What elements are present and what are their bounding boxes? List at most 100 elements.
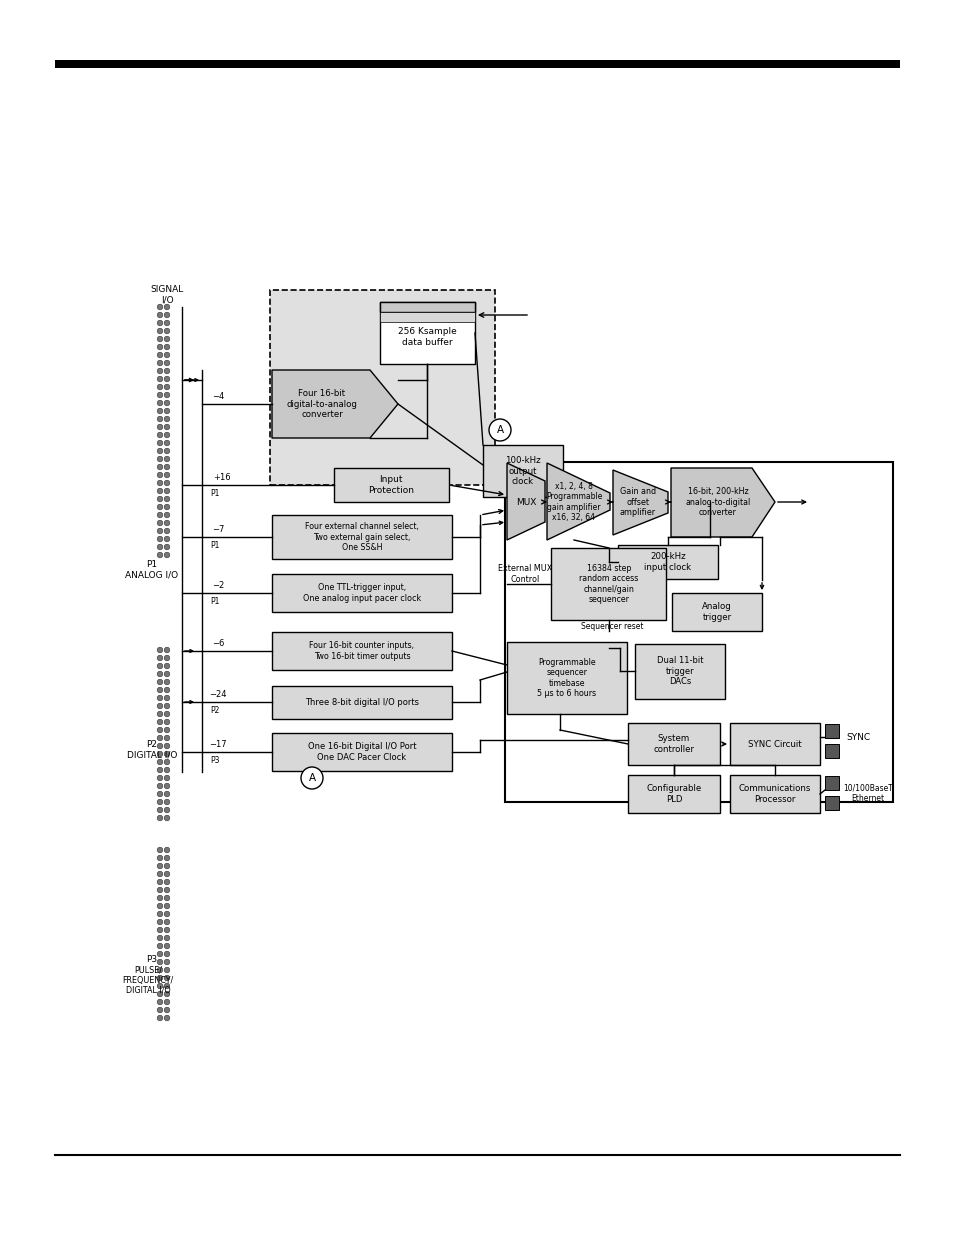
Text: A: A (308, 773, 315, 783)
Text: Gain and
offset
amplifier: Gain and offset amplifier (619, 487, 656, 517)
Text: SIGNAL
I/O: SIGNAL I/O (151, 285, 183, 305)
Circle shape (157, 960, 163, 965)
Circle shape (164, 944, 170, 948)
Circle shape (164, 776, 170, 781)
Circle shape (157, 432, 163, 437)
Circle shape (164, 552, 170, 558)
Circle shape (164, 695, 170, 700)
Circle shape (164, 432, 170, 437)
Circle shape (164, 967, 170, 973)
Circle shape (157, 719, 163, 725)
Circle shape (157, 847, 163, 853)
Text: P1: P1 (210, 597, 219, 605)
Text: 10/100BaseT
Ethernet: 10/100BaseT Ethernet (842, 783, 892, 803)
Text: Communications
Processor: Communications Processor (738, 784, 810, 804)
Circle shape (157, 368, 163, 374)
Circle shape (157, 743, 163, 748)
Text: P1
ANALOG I/O: P1 ANALOG I/O (125, 561, 178, 579)
Circle shape (164, 976, 170, 981)
Circle shape (157, 855, 163, 861)
Circle shape (164, 361, 170, 366)
Text: Three 8-bit digital I/O ports: Three 8-bit digital I/O ports (305, 698, 418, 706)
Circle shape (157, 687, 163, 693)
Circle shape (157, 377, 163, 382)
Circle shape (164, 760, 170, 764)
Circle shape (164, 1015, 170, 1021)
Bar (671, 593, 761, 631)
Bar (824, 724, 838, 739)
Text: Programmable
sequencer
timebase
5 μs to 6 hours: Programmable sequencer timebase 5 μs to … (537, 658, 596, 698)
Polygon shape (546, 463, 609, 540)
Bar (627, 776, 720, 813)
Circle shape (164, 808, 170, 813)
Text: −4: −4 (212, 391, 224, 400)
Polygon shape (613, 471, 667, 535)
Text: −6: −6 (212, 638, 224, 647)
Polygon shape (670, 468, 774, 537)
Circle shape (157, 983, 163, 989)
Bar (379, 312, 475, 322)
Text: Four external channel select,
Two external gain select,
One SS&H: Four external channel select, Two extern… (305, 522, 418, 552)
Circle shape (157, 999, 163, 1005)
Circle shape (164, 903, 170, 909)
Circle shape (164, 703, 170, 709)
Circle shape (157, 520, 163, 526)
Bar (379, 303, 475, 312)
Text: System
controller: System controller (653, 735, 694, 753)
Circle shape (157, 927, 163, 932)
Circle shape (157, 345, 163, 350)
Text: 100-kHz
output
clock: 100-kHz output clock (505, 456, 540, 485)
Circle shape (164, 496, 170, 501)
Circle shape (164, 911, 170, 916)
Circle shape (157, 671, 163, 677)
Bar (270, 290, 495, 485)
Circle shape (489, 419, 511, 441)
Circle shape (164, 472, 170, 478)
Circle shape (157, 312, 163, 317)
Text: 16-bit, 200-kHz
analog-to-digital
converter: 16-bit, 200-kHz analog-to-digital conver… (684, 487, 750, 517)
Circle shape (164, 529, 170, 534)
Bar (272, 515, 452, 559)
Circle shape (157, 329, 163, 333)
Bar (627, 722, 720, 764)
Circle shape (157, 400, 163, 406)
Circle shape (164, 440, 170, 446)
Circle shape (157, 504, 163, 510)
Circle shape (164, 983, 170, 989)
Circle shape (164, 400, 170, 406)
Circle shape (157, 951, 163, 957)
Circle shape (164, 992, 170, 997)
Circle shape (157, 679, 163, 684)
Text: −7: −7 (212, 525, 224, 534)
Bar (272, 734, 452, 771)
Circle shape (157, 336, 163, 342)
Circle shape (164, 751, 170, 757)
Bar (55, 61, 899, 68)
Text: P3: P3 (210, 756, 219, 764)
Circle shape (164, 377, 170, 382)
Bar (506, 642, 626, 714)
Circle shape (157, 808, 163, 813)
Circle shape (157, 1008, 163, 1013)
Bar (618, 545, 718, 579)
Circle shape (164, 384, 170, 390)
Bar (272, 685, 452, 719)
Circle shape (164, 871, 170, 877)
Circle shape (157, 513, 163, 517)
Text: −17: −17 (209, 740, 227, 748)
Circle shape (164, 783, 170, 789)
Circle shape (164, 711, 170, 716)
Circle shape (164, 312, 170, 317)
Circle shape (164, 951, 170, 957)
Circle shape (164, 960, 170, 965)
Circle shape (164, 480, 170, 485)
Circle shape (157, 903, 163, 909)
Circle shape (164, 1008, 170, 1013)
Text: P2
DIGITAL I/O: P2 DIGITAL I/O (127, 740, 177, 760)
Text: Sequencer reset: Sequencer reset (580, 621, 642, 631)
Circle shape (164, 927, 170, 932)
Bar (824, 776, 838, 790)
Circle shape (157, 488, 163, 494)
Circle shape (157, 552, 163, 558)
Bar (482, 445, 562, 496)
